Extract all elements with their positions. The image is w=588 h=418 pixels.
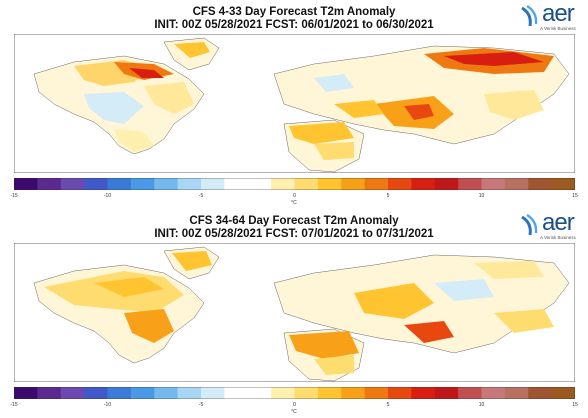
colorbar-segment [84, 387, 109, 399]
panel-subtitle: INIT: 00Z 05/28/2021 FCST: 07/01/2021 to… [154, 228, 434, 240]
aer-logo-icon: aer A Verisk Business [518, 209, 580, 243]
colorbar-segment [224, 387, 249, 399]
colorbar-tick-label: 15 [572, 402, 578, 408]
anomaly-map [14, 243, 575, 382]
colorbar-segment [130, 178, 155, 190]
colorbar-segment [14, 387, 38, 399]
colorbar-segment [271, 387, 296, 399]
colorbar-tick-label: -15 [10, 193, 18, 199]
colorbar-segment [84, 178, 109, 190]
aer-logo-icon: aer A Verisk Business [518, 0, 580, 34]
colorbar [14, 387, 575, 399]
anomaly-map [14, 34, 575, 173]
colorbar-segment [434, 178, 459, 190]
logo-subtitle: A Verisk Business [540, 235, 576, 240]
colorbar-segment [271, 178, 296, 190]
colorbar-segment [294, 387, 319, 399]
colorbar-segment [294, 178, 319, 190]
colorbar-segment [504, 178, 529, 190]
colorbar-segment [481, 387, 506, 399]
colorbar-tick-label: -10 [103, 193, 112, 199]
colorbar-segment [551, 178, 575, 190]
colorbar-tick-label: -15 [10, 402, 18, 408]
colorbar-segment [458, 178, 483, 190]
colorbar-segment [107, 387, 132, 399]
colorbar-unit: °C [291, 200, 297, 206]
colorbar-segment [528, 178, 553, 190]
panel-title: CFS 4-33 Day Forecast T2m Anomaly [192, 6, 396, 18]
colorbar-segment [201, 178, 225, 190]
colorbar-segment [411, 387, 436, 399]
colorbar-tick-label: -10 [103, 402, 112, 408]
colorbar [14, 178, 575, 190]
colorbar-segment [177, 387, 202, 399]
colorbar-segment [364, 178, 389, 190]
colorbar-ticks: -15 -10 -5 0 5 10 15 [10, 193, 578, 201]
colorbar-segment [388, 178, 412, 190]
colorbar-tick-label: 0 [293, 193, 296, 199]
logo-text: aer [542, 209, 575, 236]
colorbar-segment [504, 387, 529, 399]
colorbar-segment [37, 178, 62, 190]
panel-title: CFS 34-64 Day Forecast T2m Anomaly [189, 215, 399, 227]
colorbar-segment [434, 387, 459, 399]
colorbar-segment [154, 178, 179, 190]
colorbar-segment [154, 387, 179, 399]
colorbar-unit: °C [291, 409, 297, 415]
colorbar-segment [528, 387, 553, 399]
colorbar-segment [130, 387, 155, 399]
colorbar-segment [37, 387, 62, 399]
colorbar-segment [388, 387, 412, 399]
colorbar-segment [364, 387, 389, 399]
colorbar-tick-label: -5 [198, 193, 204, 199]
colorbar-segment [201, 387, 225, 399]
colorbar-tick-label: 5 [386, 193, 390, 199]
colorbar-segment [60, 178, 85, 190]
forecast-panel-week1: CFS 4-33 Day Forecast T2m Anomaly INIT: … [10, 0, 580, 206]
colorbar-segment [317, 387, 342, 399]
colorbar-tick-label: 10 [478, 193, 485, 199]
colorbar-tick-label: -5 [198, 402, 204, 408]
colorbar-segment [60, 387, 85, 399]
colorbar-segment [458, 387, 483, 399]
colorbar-segment [224, 178, 249, 190]
forecast-panel-week2: CFS 34-64 Day Forecast T2m Anomaly INIT:… [0, 209, 588, 418]
colorbar-segment [107, 178, 132, 190]
colorbar-tick-label: 10 [478, 402, 485, 408]
colorbar-segment [317, 178, 342, 190]
colorbar-tick-label: 5 [386, 402, 390, 408]
colorbar-segment [481, 178, 506, 190]
colorbar-segment [247, 387, 272, 399]
logo-subtitle: A Verisk Business [540, 26, 576, 31]
logo-text: aer [542, 0, 575, 27]
colorbar-tick-label: 15 [572, 193, 578, 199]
colorbar-segment [411, 178, 436, 190]
panel-subtitle: INIT: 00Z 05/28/2021 FCST: 06/01/2021 to… [154, 19, 434, 31]
colorbar-segment [14, 178, 38, 190]
colorbar-segment [247, 178, 272, 190]
colorbar-tick-label: 0 [293, 402, 296, 408]
colorbar-segment [177, 178, 202, 190]
colorbar-segment [551, 387, 575, 399]
colorbar-ticks: -15 -10 -5 0 5 10 15 [10, 402, 578, 410]
colorbar-segment [341, 387, 366, 399]
colorbar-segment [341, 178, 366, 190]
